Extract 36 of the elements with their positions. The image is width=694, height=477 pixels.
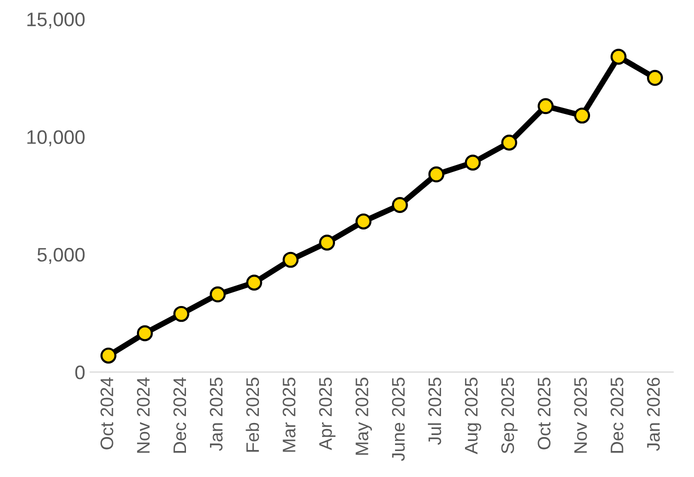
x-tick-label: Nov 2025 xyxy=(574,378,587,453)
point xyxy=(173,306,190,322)
point xyxy=(464,154,481,171)
x-tick-label: Dec 2025 xyxy=(610,378,624,453)
point xyxy=(355,213,372,230)
x-tick-label: Sep 2025 xyxy=(501,378,518,454)
x-tick-label: Oct 2025 xyxy=(538,378,551,450)
x-tick-label: June 2025 xyxy=(392,378,405,461)
x-tick-label: Jul 2025 xyxy=(428,378,442,445)
x-tick-label: Oct 2024 xyxy=(100,377,114,450)
y-tick-label: 0 xyxy=(75,366,85,380)
point xyxy=(574,108,590,124)
x-tick-label: May 2025 xyxy=(356,378,372,455)
point xyxy=(136,325,153,342)
point xyxy=(319,234,336,251)
point xyxy=(100,348,116,364)
y-tick-label: 15,000 xyxy=(27,12,85,29)
point xyxy=(392,196,408,213)
x-tick-label: Jan 2025 xyxy=(210,378,223,451)
x-tick-label: Dec 2024 xyxy=(173,377,186,453)
point xyxy=(210,286,226,302)
point xyxy=(282,252,299,268)
point xyxy=(428,166,444,182)
y-tick-label: 5,000 xyxy=(37,248,85,264)
x-tick-label: Apr 2025 xyxy=(319,378,336,450)
x-tick-label: Nov 2024 xyxy=(136,377,150,453)
y-tick-label: 10,000 xyxy=(27,130,85,146)
point xyxy=(501,134,518,151)
x-tick-label: Mar 2025 xyxy=(282,378,296,452)
point xyxy=(246,274,262,291)
point xyxy=(610,48,627,65)
point xyxy=(646,70,663,86)
x-tick-label: Feb 2025 xyxy=(246,378,260,452)
x-tick-label: Jan 2026 xyxy=(647,378,660,451)
x-tick-label: Aug 2025 xyxy=(464,378,482,454)
point xyxy=(538,98,554,114)
